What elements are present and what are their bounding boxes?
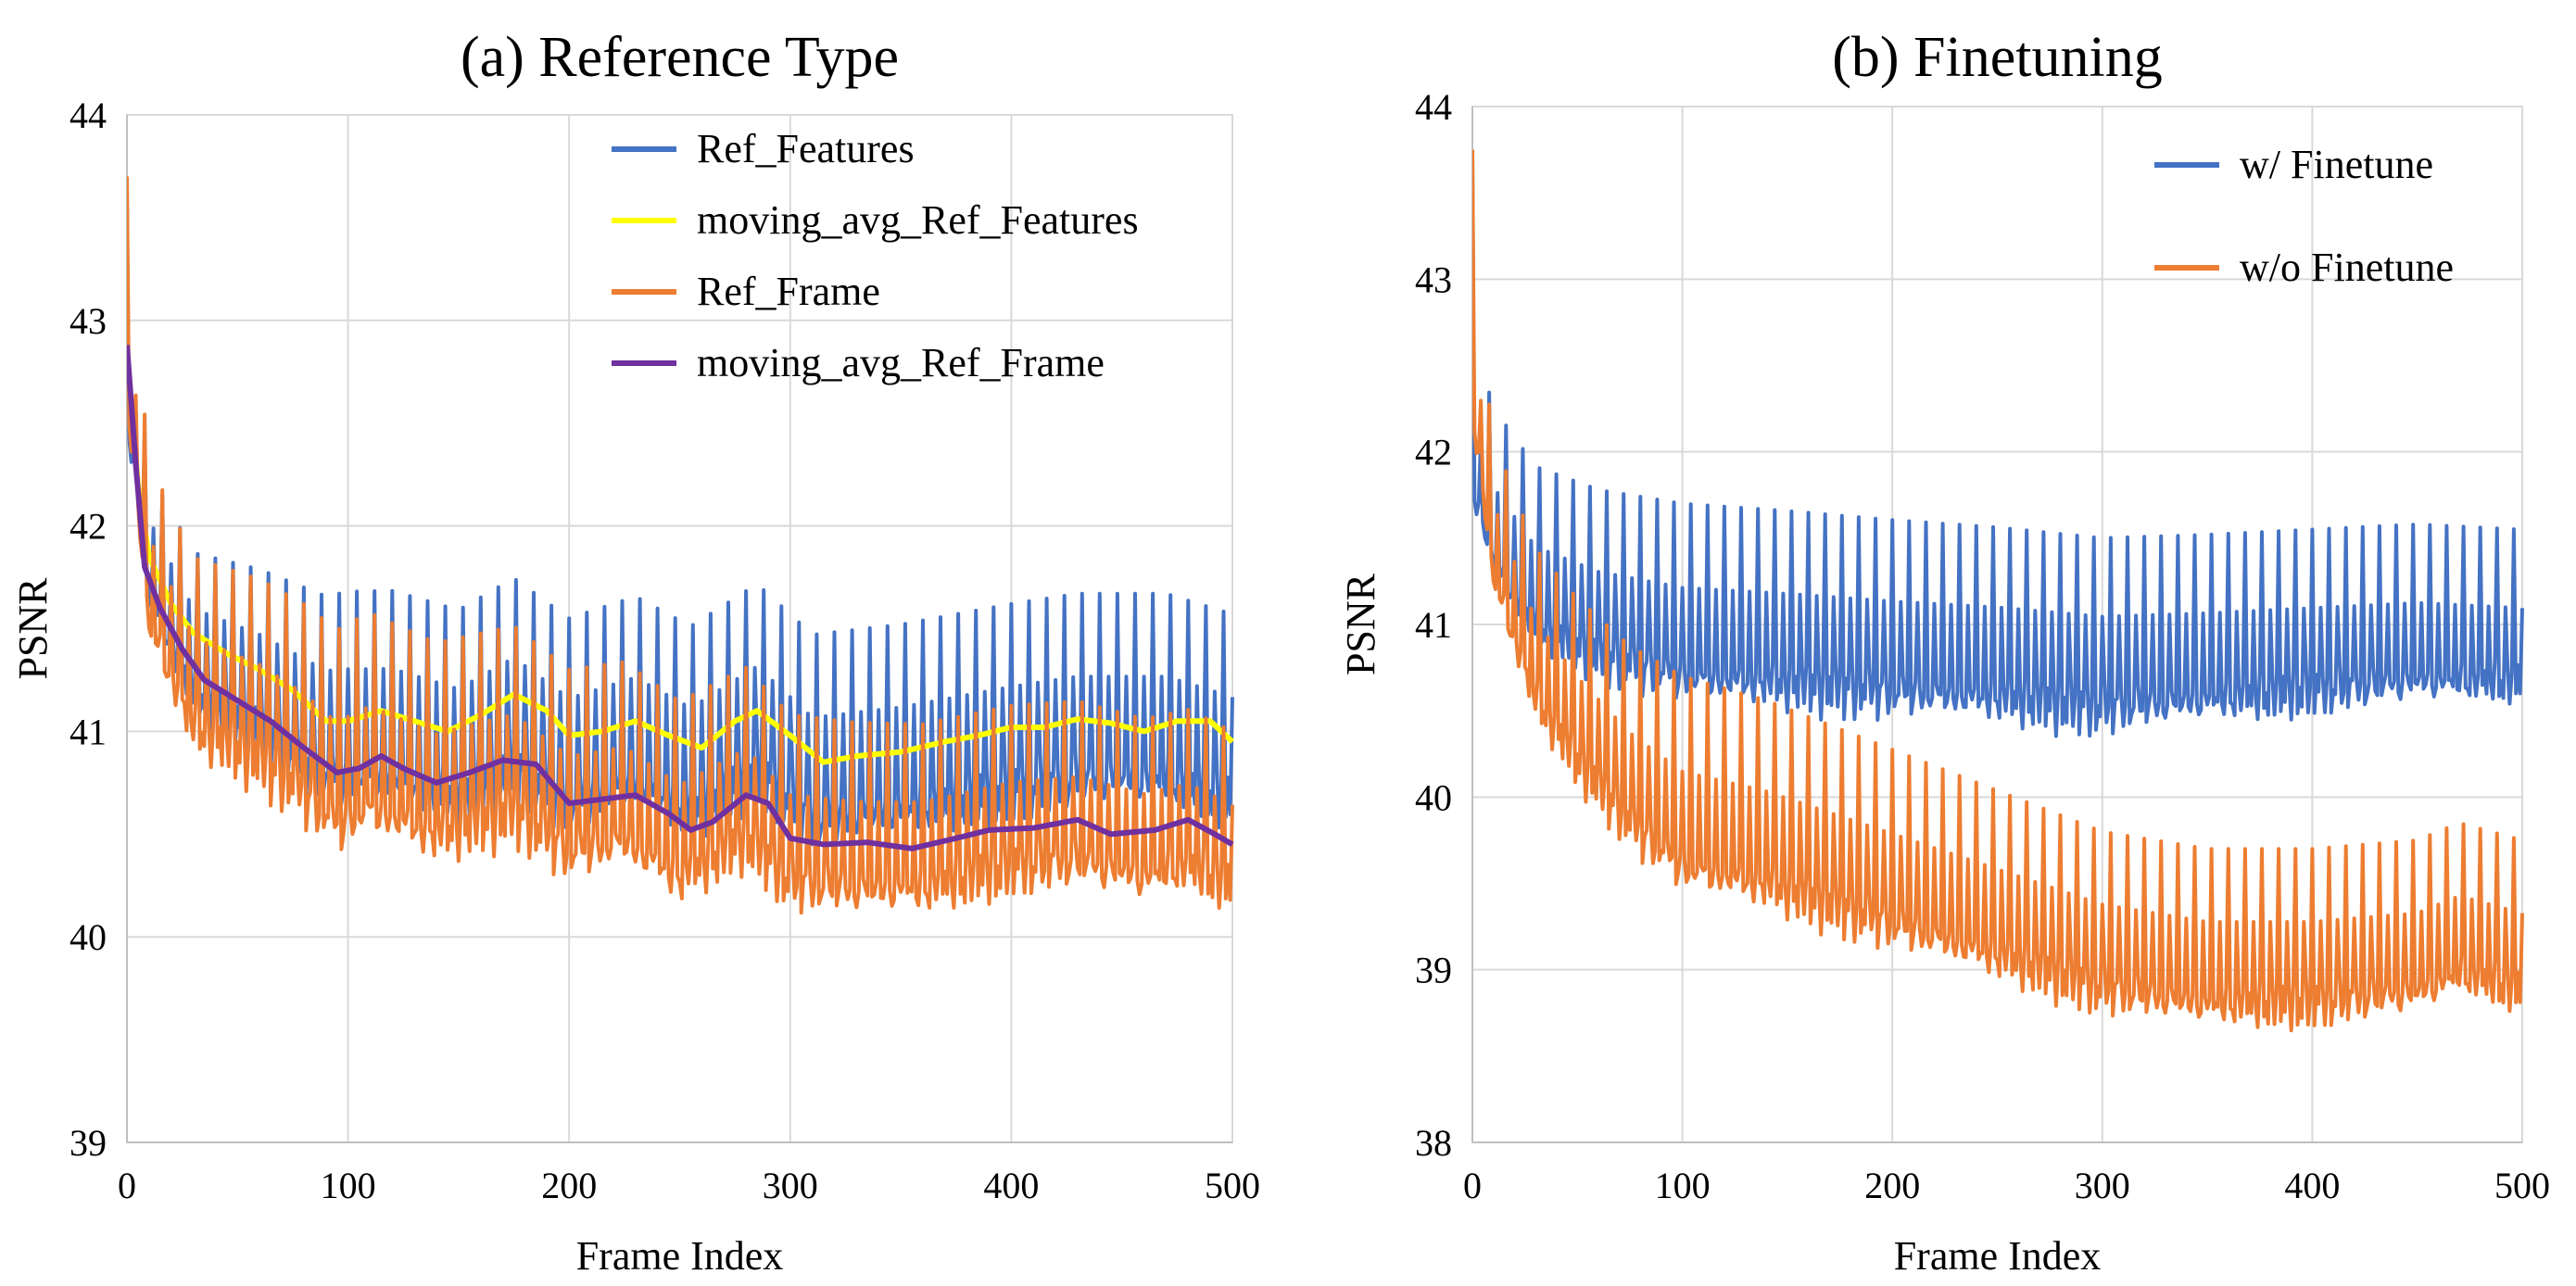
legend-entry-label: w/ Finetune [2240, 142, 2433, 187]
y-tick-label: 40 [1415, 776, 1452, 818]
y-tick-label: 44 [69, 95, 107, 136]
series-line-w-o-finetune [1472, 149, 2524, 1033]
y-tick-label: 39 [69, 1122, 107, 1164]
x-tick-label: 100 [1655, 1165, 1711, 1206]
x-axis-label: Frame Index [576, 1233, 784, 1279]
series-line-w-finetune [1472, 158, 2524, 738]
x-tick-label: 300 [763, 1165, 818, 1206]
y-tick-label: 41 [69, 711, 107, 752]
y-tick-label: 38 [1415, 1122, 1452, 1164]
y-tick-label: 41 [1415, 604, 1452, 646]
legend-entry-label: Ref_Frame [697, 269, 880, 314]
chart-title: (b) Finetuning [1832, 26, 2162, 89]
x-axis-label: Frame Index [1894, 1233, 2102, 1279]
x-tick-label: 500 [2494, 1165, 2550, 1206]
legend-entry-label: Ref_Features [697, 126, 915, 171]
x-tick-label: 200 [541, 1165, 597, 1206]
x-tick-label: 400 [983, 1165, 1039, 1206]
y-axis-label: PSNR [1338, 573, 1383, 675]
y-tick-label: 39 [1415, 950, 1452, 991]
series-line-ref-frame [127, 176, 1234, 915]
x-tick-label: 100 [321, 1165, 376, 1206]
series-line-moving-avg-ref-frame [127, 345, 1234, 851]
chart-title: (a) Reference Type [461, 26, 899, 89]
x-tick-label: 0 [118, 1165, 136, 1206]
chart-panel-b: 0 100 200 300 400 500 38 39 40 41 42 43 44 (b) Finetu… [1338, 26, 2550, 1279]
x-tick-label: 500 [1205, 1165, 1260, 1206]
legend-entry-label: moving_avg_Ref_Frame [697, 340, 1105, 385]
x-tick-label: 400 [2284, 1165, 2340, 1206]
y-axis-label: PSNR [10, 577, 56, 680]
y-tick-label: 40 [69, 916, 107, 958]
y-tick-label: 43 [69, 300, 107, 342]
y-tick-label: 44 [1415, 86, 1452, 128]
x-tick-label: 0 [1463, 1165, 1482, 1206]
x-tick-label: 200 [1864, 1165, 1920, 1206]
legend-entry-label: moving_avg_Ref_Features [697, 197, 1139, 243]
y-tick-label: 42 [69, 506, 107, 548]
y-tick-label: 43 [1415, 258, 1452, 300]
legend-entry-label: w/o Finetune [2240, 245, 2454, 290]
y-tick-label: 42 [1415, 432, 1452, 473]
chart-panel-a: 0 100 200 300 400 500 39 40 41 42 43 44 (a) Referenc… [10, 26, 1260, 1279]
x-tick-label: 300 [2075, 1165, 2130, 1206]
